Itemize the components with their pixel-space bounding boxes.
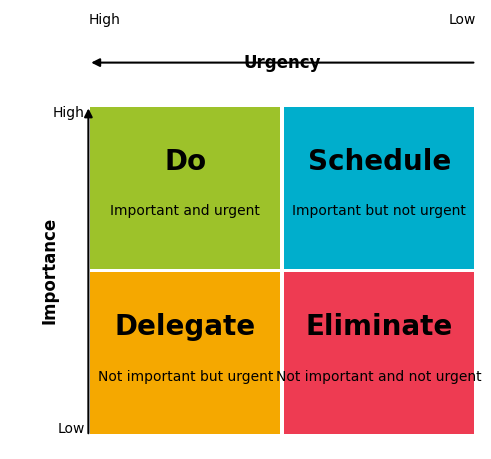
Text: Schedule: Schedule [308, 148, 451, 176]
Text: Delegate: Delegate [115, 313, 256, 341]
Text: High: High [88, 13, 120, 27]
Text: Low: Low [449, 13, 476, 27]
Text: Eliminate: Eliminate [306, 313, 453, 341]
Text: Not important and not urgent: Not important and not urgent [276, 369, 482, 384]
Text: Not important but urgent: Not important but urgent [98, 369, 273, 384]
FancyBboxPatch shape [284, 273, 474, 434]
Text: Do: Do [164, 148, 206, 176]
Text: High: High [53, 106, 84, 120]
Text: Low: Low [57, 422, 84, 436]
Text: Important and urgent: Important and urgent [110, 204, 260, 218]
Text: Important but not urgent: Important but not urgent [292, 204, 466, 218]
FancyBboxPatch shape [90, 273, 280, 434]
Text: Urgency: Urgency [244, 54, 321, 72]
Text: Importance: Importance [41, 217, 58, 325]
FancyBboxPatch shape [90, 107, 280, 269]
FancyBboxPatch shape [284, 107, 474, 269]
